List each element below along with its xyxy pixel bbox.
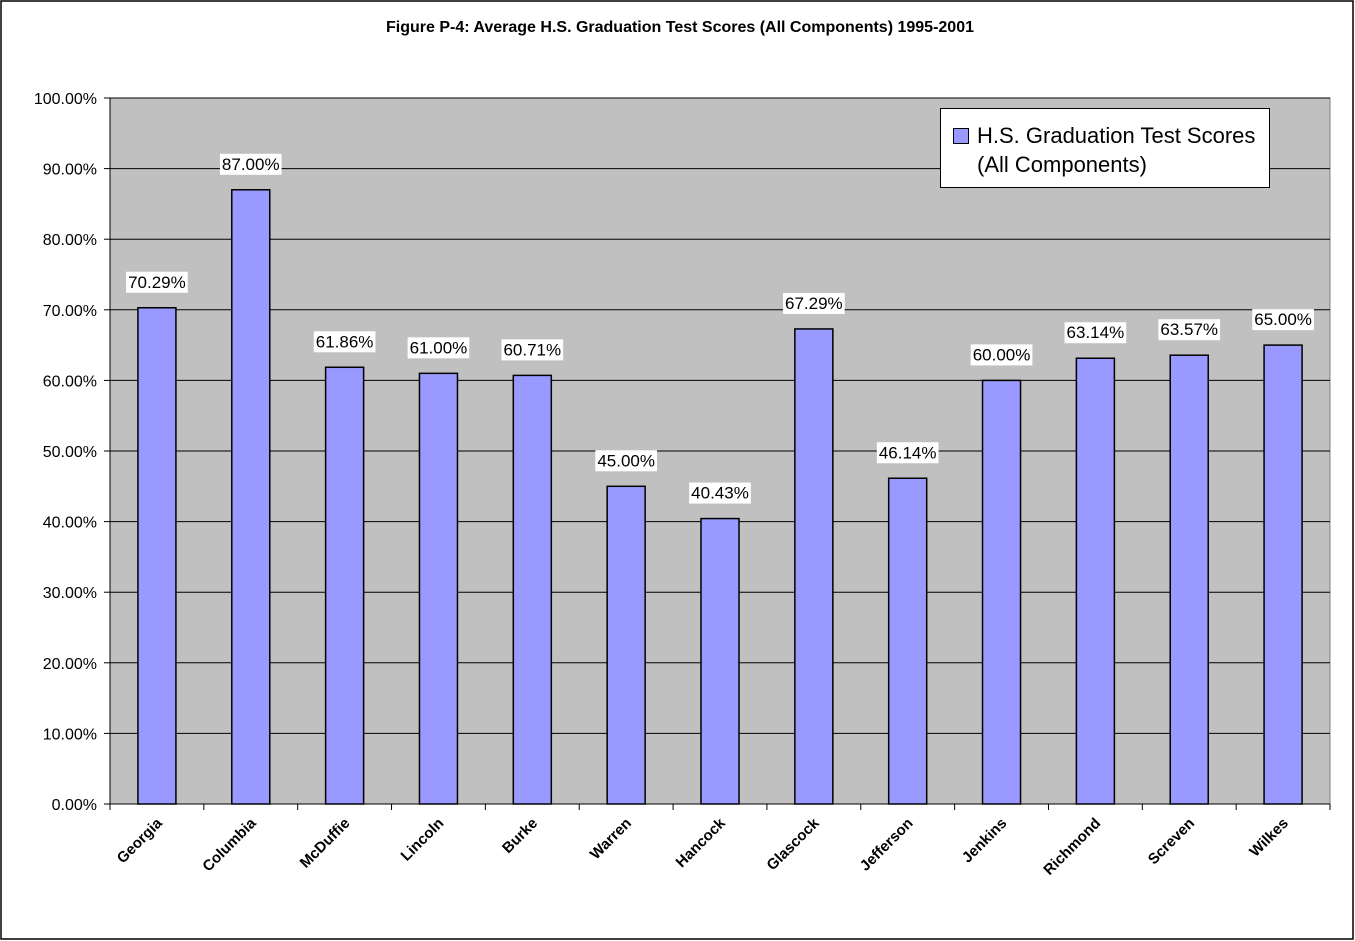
data-label: 65.00% <box>1254 310 1312 329</box>
chart-title: Figure P-4: Average H.S. Graduation Test… <box>386 19 974 36</box>
y-tick-label: 90.00% <box>43 162 97 179</box>
data-label-bg <box>1158 319 1221 341</box>
y-tick-label: 100.00% <box>34 91 97 108</box>
data-label-bg <box>126 271 188 293</box>
y-tick-label: 70.00% <box>43 303 97 320</box>
data-label-bg <box>1252 309 1314 331</box>
data-label-bg <box>501 339 564 361</box>
data-label: 70.29% <box>128 273 186 292</box>
bar <box>418 372 459 805</box>
y-tick-label: 10.00% <box>43 726 97 743</box>
bar <box>1169 354 1209 805</box>
bar <box>887 477 928 805</box>
bar <box>1263 344 1303 805</box>
data-label: 87.00% <box>222 155 280 174</box>
bar <box>324 366 365 805</box>
data-label-bg <box>783 292 845 314</box>
data-label-bg <box>1064 322 1127 344</box>
y-tick-label: 50.00% <box>43 444 97 461</box>
bar <box>1075 357 1116 805</box>
bar <box>231 189 271 805</box>
legend-key <box>953 128 969 144</box>
data-label: 63.57% <box>1160 320 1218 339</box>
data-label-bg <box>970 344 1033 366</box>
legend-label: H.S. Graduation Test Scores (All Compone… <box>977 123 1256 177</box>
data-label: 45.00% <box>597 451 655 470</box>
data-label-bg <box>407 337 470 359</box>
y-tick-label: 30.00% <box>43 585 97 602</box>
y-tick-label: 0.00% <box>52 797 97 814</box>
bar <box>794 328 834 805</box>
y-tick-label: 40.00% <box>43 515 97 532</box>
legend: H.S. Graduation Test Scores (All Compone… <box>940 108 1270 188</box>
data-label: 61.00% <box>410 338 468 357</box>
data-label: 67.29% <box>785 294 843 313</box>
data-label: 61.86% <box>316 332 374 351</box>
data-label: 60.00% <box>973 345 1031 364</box>
data-label: 60.71% <box>503 340 561 359</box>
bar <box>981 379 1022 805</box>
data-label-bg <box>219 153 282 175</box>
data-label-bg <box>313 331 376 353</box>
bar <box>137 307 177 805</box>
y-tick-label: 20.00% <box>43 656 97 673</box>
bar <box>700 517 740 805</box>
data-label: 40.43% <box>691 484 749 503</box>
data-label: 63.14% <box>1067 323 1125 342</box>
data-label-bg <box>595 450 657 472</box>
y-tick-label: 60.00% <box>43 373 97 390</box>
data-label: 46.14% <box>879 443 937 462</box>
bar <box>512 374 553 805</box>
bar <box>606 485 646 805</box>
data-label-bg <box>876 442 939 464</box>
y-tick-label: 80.00% <box>43 232 97 249</box>
data-label-bg <box>689 482 751 504</box>
